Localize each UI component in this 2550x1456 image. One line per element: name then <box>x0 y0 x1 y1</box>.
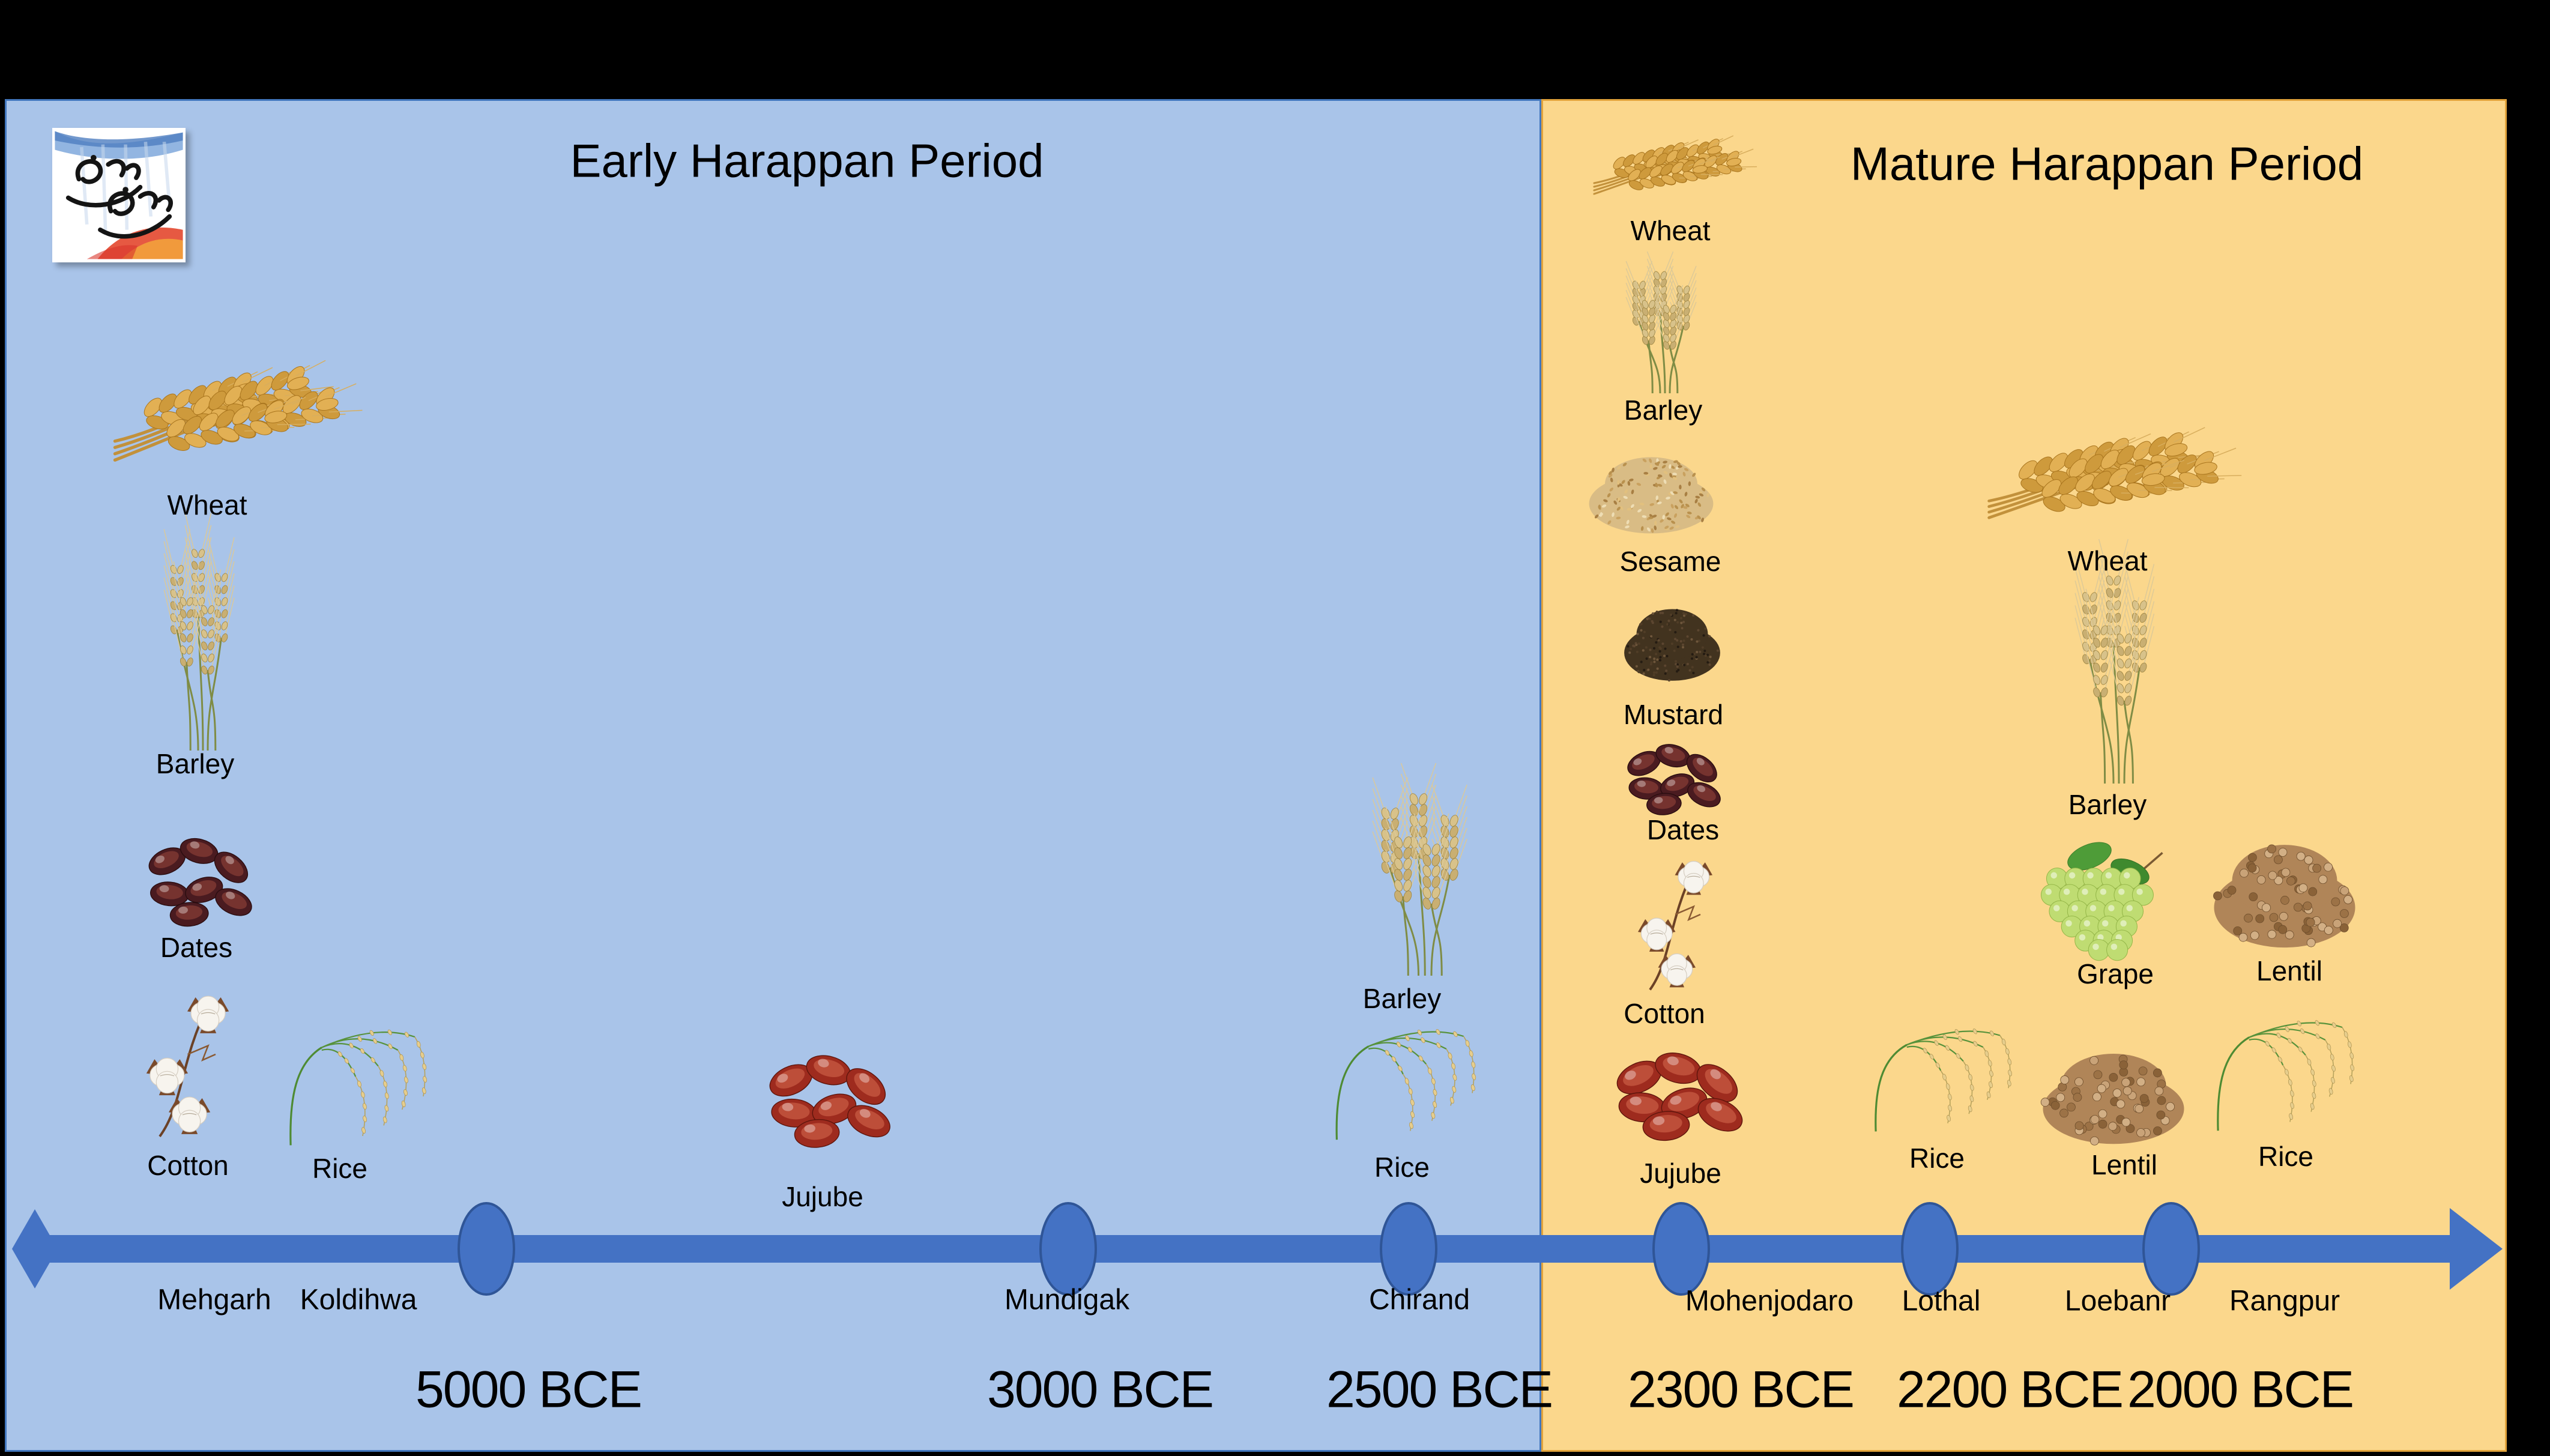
crop-label: Barley <box>2068 789 2147 820</box>
grape-icon <box>2040 842 2163 961</box>
rice-icon <box>1875 1029 2013 1132</box>
crop-label: Cotton <box>1624 998 1705 1029</box>
crop-label: Mustard <box>1623 699 1724 730</box>
site-label-mohenjodaro: Mohenjodaro <box>1685 1285 1854 1317</box>
date-label-2500bce: 2500 BCE <box>1326 1361 1553 1419</box>
timeline-node <box>1380 1202 1437 1296</box>
jujube-icon <box>769 1055 890 1148</box>
site-label-loebanr: Loebanr <box>2064 1285 2171 1317</box>
timeline-node <box>1652 1202 1710 1296</box>
dates-icon <box>148 838 252 927</box>
crop-label: Dates <box>160 932 233 963</box>
timeline-arrowhead-icon <box>2450 1208 2503 1290</box>
site-label-chirand: Chirand <box>1368 1284 1470 1316</box>
crop-label: Jujube <box>782 1181 863 1212</box>
date-label-5000bce: 5000 BCE <box>415 1361 642 1419</box>
cotton-icon <box>1637 860 1713 991</box>
logo <box>52 128 186 262</box>
wheat-icon <box>1987 427 2242 519</box>
barley-icon <box>163 513 235 751</box>
cotton-icon <box>146 995 229 1137</box>
date-label-2000bce: 2000 BCE <box>2127 1361 2354 1419</box>
crop-label: Rice <box>2258 1141 2314 1172</box>
crop-label: Wheat <box>1630 215 1711 246</box>
crop-label: Rice <box>1909 1143 1965 1174</box>
timeline-node <box>1039 1202 1097 1296</box>
crop-label: Sesame <box>1619 546 1721 577</box>
rice-icon <box>289 1029 428 1146</box>
date-label-2300bce: 2300 BCE <box>1627 1361 1855 1419</box>
early-harappan-panel <box>5 99 1541 1452</box>
timeline-node <box>458 1202 515 1296</box>
wheat-icon <box>1593 135 1757 195</box>
crop-label: Grape <box>2077 958 2154 989</box>
mature-period-title: Mature Harappan Period <box>1850 137 2364 190</box>
date-label-2200bce: 2200 BCE <box>1896 1361 2124 1419</box>
crop-label: Rice <box>1374 1152 1430 1183</box>
barley-icon <box>1625 251 1697 394</box>
dates-icon <box>1627 744 1721 815</box>
crop-label: Cotton <box>147 1150 229 1181</box>
jujube-icon <box>1616 1053 1743 1141</box>
timeline-node <box>2142 1202 2200 1296</box>
lentil-icon <box>2040 1054 2184 1146</box>
lentil-icon <box>2213 844 2355 948</box>
crop-label: Dates <box>1646 814 1720 845</box>
sesame-icon <box>1589 457 1714 534</box>
barley-icon <box>1372 763 1467 976</box>
crop-label: Lentil <box>2091 1149 2157 1180</box>
early-period-title: Early Harappan Period <box>570 134 1044 187</box>
rice-icon <box>1335 1029 1476 1140</box>
crop-label: Jujube <box>1640 1158 1721 1189</box>
crop-label: Barley <box>1624 394 1703 426</box>
site-label-lothal: Lothal <box>1902 1285 1981 1317</box>
timeline-bar <box>24 1235 2453 1263</box>
crop-label: Wheat <box>2067 545 2148 576</box>
crop-label: Rice <box>312 1153 368 1184</box>
site-label-mehgarh: Mehgarh <box>157 1284 271 1316</box>
site-label-mundigak: Mundigak <box>1004 1284 1130 1316</box>
date-label-3000bce: 3000 BCE <box>986 1361 1214 1419</box>
wheat-icon <box>113 360 363 462</box>
rice-icon <box>2217 1020 2355 1131</box>
barley-icon <box>2074 539 2155 784</box>
timeline-start-diamond <box>12 1209 58 1288</box>
tamil-calligraphy-icon <box>52 128 186 262</box>
mustard-icon <box>1624 609 1720 682</box>
crop-label: Barley <box>156 748 235 779</box>
crop-label: Barley <box>1362 983 1442 1014</box>
site-label-koldihwa: Koldihwa <box>300 1284 417 1316</box>
timeline-node <box>1901 1202 1959 1296</box>
crop-label: Lentil <box>2256 955 2322 986</box>
site-label-rangpur: Rangpur <box>2229 1285 2340 1317</box>
crop-label: Wheat <box>167 489 247 521</box>
